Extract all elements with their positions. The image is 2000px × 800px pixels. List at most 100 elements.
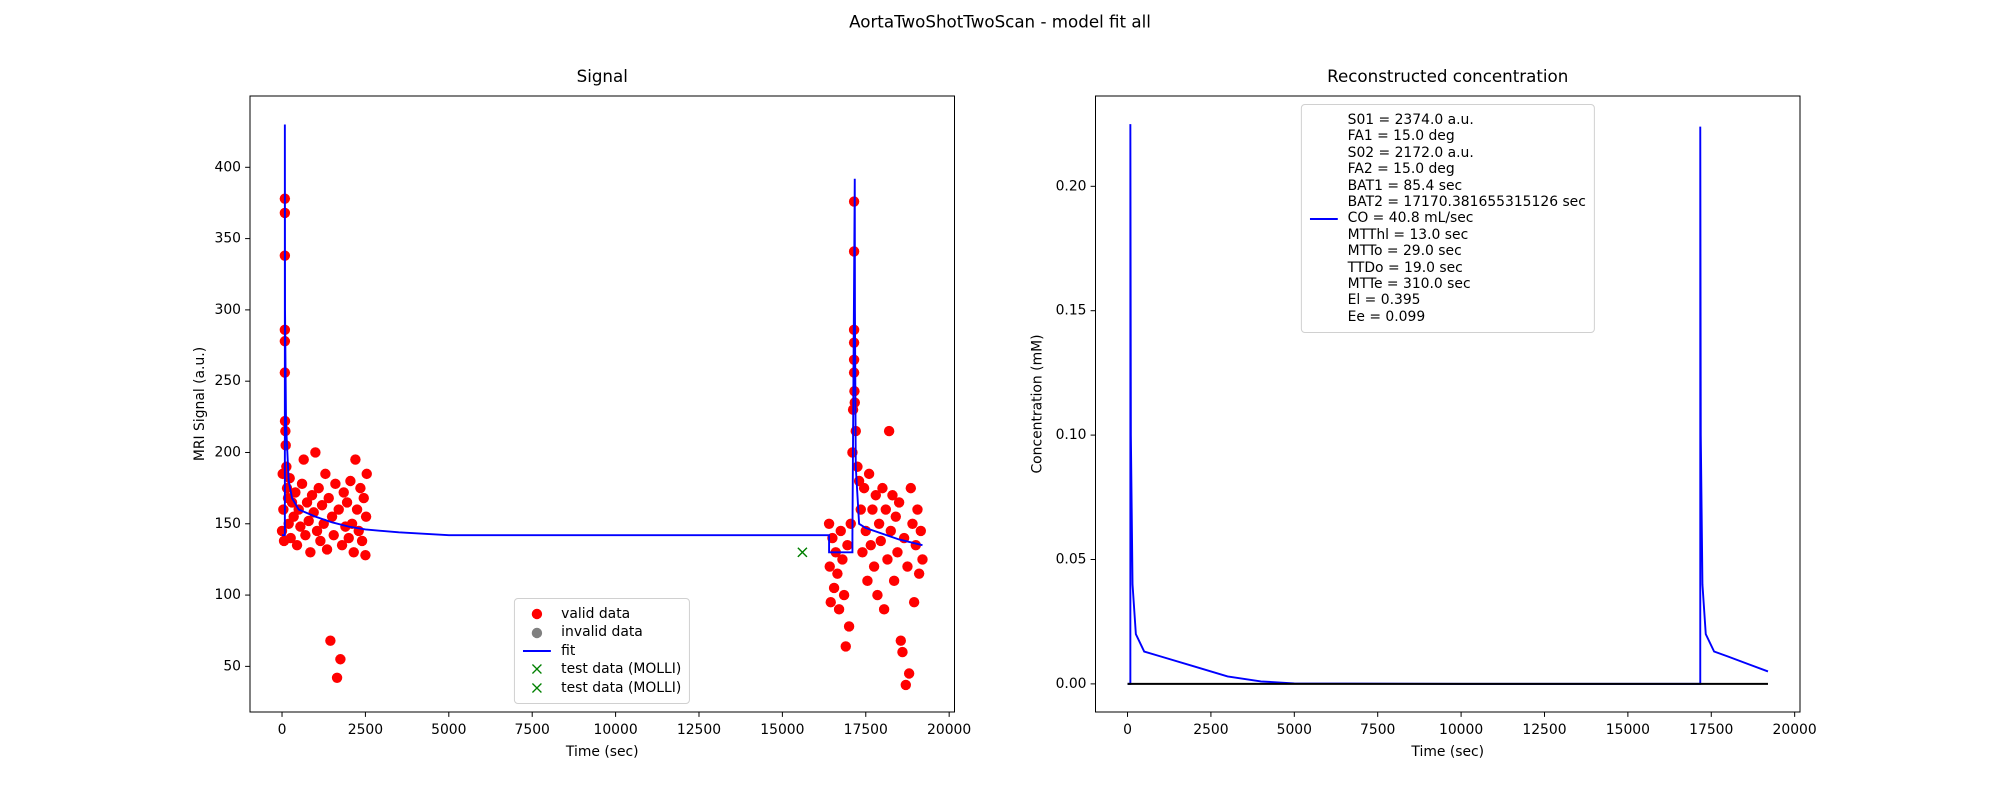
point — [828, 582, 840, 594]
point — [887, 490, 898, 501]
y-tick-label: 350 — [214, 231, 241, 247]
y-tick-label: 0.20 — [1056, 178, 1087, 194]
point — [341, 497, 353, 508]
subplot: Signal 0 2500 5000 7500 10000 12500 15000 17500 2… — [192, 66, 971, 760]
point — [343, 532, 354, 544]
point — [907, 518, 918, 529]
point — [908, 597, 920, 608]
legend-label: invalid data — [561, 624, 643, 641]
x-tick-label: 0 — [278, 722, 287, 738]
point — [360, 511, 372, 522]
point — [857, 547, 868, 558]
legend-label: test data (MOLLI) — [561, 679, 682, 696]
y-tick-label: 0.15 — [1056, 303, 1087, 319]
x-tick-label: 15000 — [760, 722, 804, 738]
point — [890, 511, 901, 522]
y-tick-label: 0.00 — [1056, 676, 1087, 692]
x-marker — [532, 664, 543, 675]
point — [351, 504, 363, 515]
x-tick-label: 12500 — [677, 722, 721, 738]
point — [880, 504, 891, 515]
point — [895, 635, 906, 646]
point — [315, 535, 326, 547]
point — [278, 504, 289, 515]
point — [900, 679, 911, 691]
x-tick-label: 10000 — [1439, 722, 1483, 738]
x-tick-label: 7500 — [1360, 722, 1395, 738]
point — [330, 478, 341, 490]
point — [306, 490, 318, 501]
axes-frame — [1095, 95, 1801, 713]
point — [878, 604, 890, 615]
legend-entry: invalid data — [523, 624, 681, 640]
point — [862, 575, 873, 587]
point — [284, 472, 295, 484]
legend-label: valid data — [561, 605, 631, 622]
point — [905, 482, 917, 494]
y-tick-label: 50 — [223, 658, 241, 674]
y-tick-label: 0.10 — [1056, 427, 1087, 443]
legend-icon — [531, 627, 543, 638]
point — [870, 490, 881, 501]
point — [360, 549, 371, 561]
point — [313, 482, 324, 494]
legend-entry: test data (MOLLI) — [523, 661, 681, 677]
point — [885, 525, 896, 537]
y-tick-label: 200 — [214, 444, 241, 460]
point — [291, 539, 303, 551]
point — [832, 568, 843, 579]
x-marker — [797, 547, 808, 558]
y-tick-label: 400 — [214, 159, 241, 175]
point — [311, 525, 323, 537]
point — [843, 621, 855, 632]
legend-entry: S01 = 2374.0 a.u. FA1 = 15.0 deg S02 = 2… — [1309, 112, 1586, 325]
legend-entry: fit — [523, 643, 681, 659]
point — [915, 525, 927, 537]
point — [305, 547, 316, 558]
point — [902, 561, 913, 572]
legend-area: S01 = 2374.0 a.u. FA1 = 15.0 deg S02 = 2… — [1300, 104, 1595, 334]
x-tick-label: 20000 — [1773, 722, 1817, 738]
point — [331, 672, 343, 683]
point — [842, 539, 853, 551]
legend-icon — [532, 682, 543, 693]
y-tick-label: 0.05 — [1056, 551, 1087, 567]
x-axis-label: Time (sec) — [1410, 744, 1484, 760]
point — [328, 529, 339, 541]
x-tick-label: 12500 — [1522, 722, 1566, 738]
point — [335, 654, 346, 665]
y-axis-label: Concentration (mM) — [1030, 334, 1046, 473]
x-marker — [532, 682, 543, 693]
x-tick-label: 7500 — [515, 722, 550, 738]
point — [345, 475, 356, 487]
legend-icon — [531, 608, 543, 620]
point — [286, 497, 298, 508]
point — [865, 539, 876, 551]
x-tick-label: 17500 — [1689, 722, 1733, 738]
x-tick-label: 2500 — [348, 722, 383, 738]
axes-frame — [249, 95, 955, 713]
point — [298, 454, 309, 465]
point — [888, 575, 900, 587]
point — [358, 492, 369, 504]
subplot-title: Reconstructed concentration — [1327, 66, 1568, 86]
point — [321, 544, 333, 555]
x-tick-label: 20000 — [927, 722, 971, 738]
legend-label: S01 = 2374.0 a.u. FA1 = 15.0 deg S02 = 2… — [1347, 112, 1586, 325]
x-tick-label: 15000 — [1606, 722, 1650, 738]
subplot: Reconstructed concentration 0 2500 5000 7500… — [1030, 66, 1817, 760]
x-tick-label: 10000 — [593, 722, 637, 738]
point — [338, 487, 349, 498]
legend-label: test data (MOLLI) — [561, 661, 682, 678]
legend: valid data invalid data fit test data (MOLL… — [514, 597, 691, 704]
point — [867, 504, 878, 515]
line — [1127, 124, 1769, 685]
point — [350, 454, 361, 465]
x-tick-label: 17500 — [844, 722, 888, 738]
subplot-title: Signal — [577, 66, 628, 86]
point — [840, 641, 851, 652]
legend-icon — [1309, 217, 1338, 220]
point — [837, 554, 848, 565]
point — [917, 554, 928, 565]
point — [303, 515, 314, 527]
